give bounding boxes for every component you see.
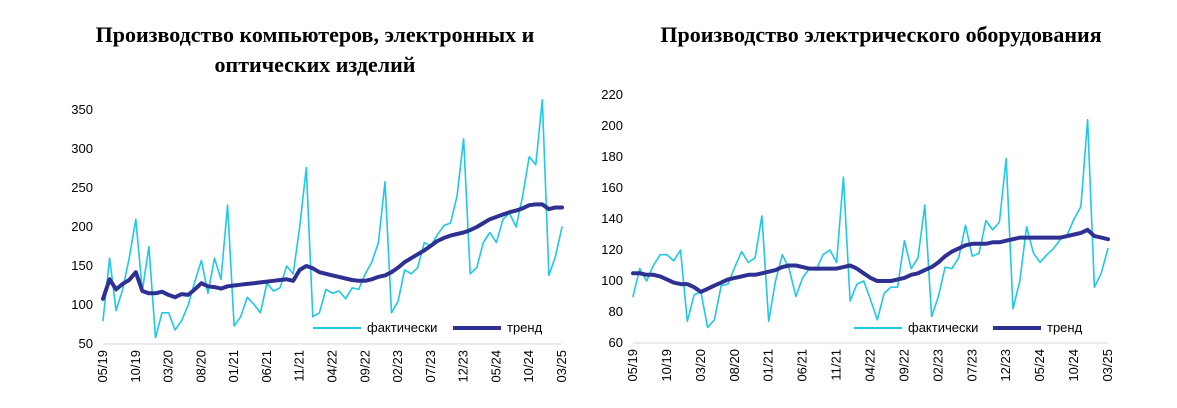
computers-ytick-label: 200 <box>71 219 93 234</box>
computers-ytick-label: 150 <box>71 258 93 273</box>
computers-xtick-label: 11/21 <box>292 350 307 382</box>
electrical-xtick-label: 09/22 <box>896 349 911 382</box>
electrical-legend-label-actual: фактически <box>908 320 978 335</box>
chart-electrical: 60 80 100 120 140 160 180 200 220 05/19 10/19 03/20… <box>601 87 1115 382</box>
computers-legend: фактически тренд <box>313 320 543 335</box>
electrical-xtick-label: 10/24 <box>1066 349 1081 382</box>
computers-xtick-label: 05/19 <box>95 350 110 383</box>
computers-ytick-label: 250 <box>71 180 93 195</box>
electrical-xtick-label: 02/23 <box>930 349 945 382</box>
electrical-xtick-label: 08/20 <box>727 349 742 382</box>
computers-xtick-label: 09/22 <box>357 350 372 383</box>
computers-xtick-label: 08/20 <box>193 350 208 383</box>
computers-legend-label-trend: тренд <box>507 320 543 335</box>
electrical-ytick-label: 80 <box>609 304 623 319</box>
electrical-xtick-label: 06/21 <box>795 349 810 382</box>
computers-xtick-label: 05/24 <box>488 350 503 383</box>
computers-xtick-label: 07/23 <box>423 350 438 383</box>
electrical-series-trend <box>631 227 1110 294</box>
computers-ytick-label: 300 <box>71 141 93 156</box>
computers-ytick-label: 100 <box>71 297 93 312</box>
electrical-xtick-label: 05/24 <box>1032 349 1047 382</box>
computers-xtick-label: 03/20 <box>161 350 176 383</box>
chart-title-computers: Производство компьютеров, электронных и … <box>95 22 535 77</box>
computers-series-actual <box>102 99 563 339</box>
electrical-xtick-label: 10/19 <box>659 349 674 382</box>
electrical-xtick-label: 07/23 <box>964 349 979 382</box>
electrical-xtick-label: 03/20 <box>693 349 708 382</box>
computers-xtick-label: 06/21 <box>259 350 274 383</box>
chart-title-electrical: Производство электрического оборудования <box>660 22 1102 47</box>
electrical-xtick-label: 04/22 <box>863 349 878 382</box>
computers-xtick-label: 10/19 <box>128 350 143 383</box>
computers-xtick-label: 12/23 <box>456 350 471 383</box>
electrical-ytick-label: 180 <box>601 149 623 164</box>
electrical-ytick-label: 160 <box>601 180 623 195</box>
electrical-ytick-label: 60 <box>609 335 623 350</box>
computers-xtick-label: 01/21 <box>226 350 241 383</box>
electrical-xtick-label: 11/21 <box>829 349 844 381</box>
electrical-ytick-label: 200 <box>601 118 623 133</box>
electrical-xtick-label: 01/21 <box>761 349 776 382</box>
electrical-ytick-label: 120 <box>601 242 623 257</box>
computers-xtick-label: 03/25 <box>554 350 569 383</box>
electrical-legend-label-trend: тренд <box>1047 320 1083 335</box>
computers-xtick-label: 04/22 <box>325 350 340 383</box>
electrical-xtick-label: 12/23 <box>998 349 1013 382</box>
computers-xtick-label: 10/24 <box>521 350 536 383</box>
electrical-series-actual <box>632 119 1109 329</box>
computers-ytick-label: 50 <box>79 336 93 351</box>
electrical-xtick-label: 03/25 <box>1100 349 1115 382</box>
computers-legend-label-actual: фактически <box>367 320 437 335</box>
electrical-ytick-label: 140 <box>601 211 623 226</box>
computers-ytick-label: 350 <box>71 102 93 117</box>
electrical-ytick-label: 220 <box>601 87 623 102</box>
chart-panel-computers: Производство компьютеров, электронных и … <box>71 22 569 383</box>
electrical-ytick-label: 100 <box>601 273 623 288</box>
electrical-xtick-label: 05/19 <box>625 349 640 382</box>
electrical-legend: фактически тренд <box>854 320 1083 335</box>
chart-panel-electrical: Производство электрического оборудования… <box>585 0 1177 408</box>
computers-series-trend <box>101 202 564 301</box>
computers-xtick-label: 02/23 <box>390 350 405 383</box>
chart-computers: 50 100 150 200 250 300 350 05/19 10/19 03/20 08/20… <box>71 99 569 383</box>
